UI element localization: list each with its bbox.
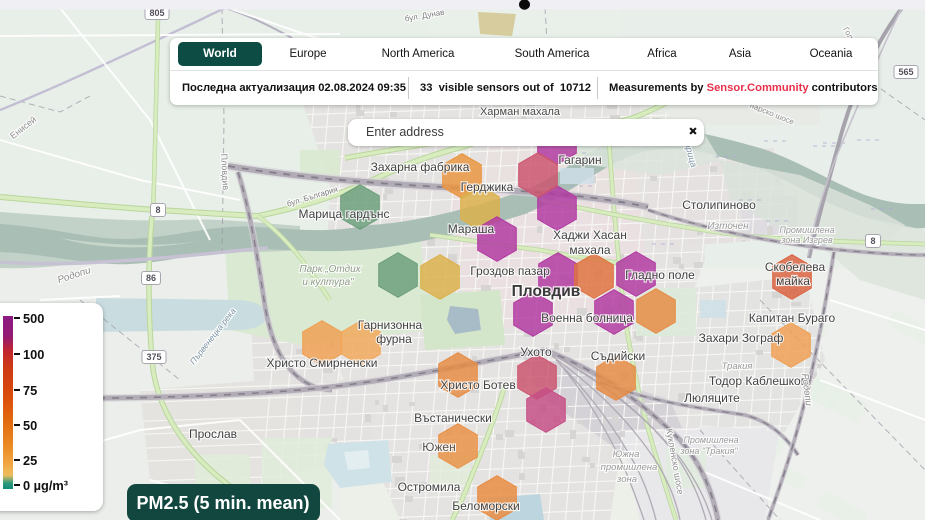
- svg-text:565: 565: [898, 67, 913, 77]
- svg-text:Герджика: Герджика: [461, 180, 514, 194]
- svg-text:Захари Зограф: Захари Зограф: [699, 331, 784, 345]
- svg-text:Христо Ботев: Христо Ботев: [440, 378, 515, 392]
- svg-text:86: 86: [146, 273, 156, 283]
- svg-text:Съдийски: Съдийски: [591, 349, 646, 363]
- svg-text:Столипиново: Столипиново: [682, 198, 756, 212]
- svg-text:Родопи: Родопи: [799, 373, 814, 407]
- svg-text:Парк „Отдих: Парк „Отдих: [299, 264, 361, 275]
- svg-text:Ухото: Ухото: [520, 345, 552, 359]
- svg-text:Люляците: Люляците: [684, 391, 740, 405]
- svg-text:Мараша: Мараша: [448, 222, 495, 236]
- svg-text:Христо Смирненски: Христо Смирненски: [267, 356, 378, 370]
- svg-text:Южен: Южен: [422, 440, 455, 454]
- svg-text:Гладно поле: Гладно поле: [625, 268, 695, 282]
- svg-text:Беломорски: Беломорски: [452, 499, 520, 513]
- svg-text:Гроздов пазар: Гроздов пазар: [470, 264, 550, 278]
- svg-text:Остромила: Остромила: [398, 480, 461, 494]
- svg-text:375: 375: [146, 352, 161, 362]
- svg-text:Капитан Бураго: Капитан Бураго: [749, 311, 836, 325]
- svg-text:Източен: Източен: [707, 221, 749, 232]
- svg-text:Промишлена: Промишлена: [779, 225, 834, 235]
- svg-text:8: 8: [155, 205, 160, 215]
- svg-text:Харман махала: Харман махала: [480, 106, 561, 118]
- svg-text:8: 8: [870, 236, 875, 246]
- svg-text:Тракия: Тракия: [722, 361, 753, 372]
- svg-text:махала: махала: [569, 243, 610, 257]
- svg-text:Скобелева: Скобелева: [765, 260, 826, 274]
- svg-text:Тодор Каблешков: Тодор Каблешков: [709, 374, 807, 388]
- svg-text:Южна: Южна: [613, 449, 640, 460]
- svg-text:Марица гардънс: Марица гардънс: [298, 207, 389, 221]
- svg-text:Военна болница: Военна болница: [541, 311, 633, 325]
- svg-text:Захарна фабрика: Захарна фабрика: [371, 160, 470, 174]
- svg-text:Въстанически: Въстанически: [414, 411, 492, 425]
- svg-text:зона: зона: [616, 474, 637, 485]
- svg-text:зона Изгрев: зона Изгрев: [780, 235, 833, 245]
- svg-text:и култура": и култура": [302, 277, 354, 288]
- svg-text:зона "Тракия": зона "Тракия": [679, 446, 738, 456]
- svg-text:Промишлена: Промишлена: [683, 435, 738, 445]
- svg-text:Гарнизонна: Гарнизонна: [358, 318, 423, 332]
- svg-text:Пловдив: Пловдив: [219, 153, 231, 190]
- svg-text:фурна: фурна: [376, 332, 412, 346]
- svg-text:Прослав: Прослав: [189, 427, 237, 441]
- svg-text:майка: майка: [776, 274, 810, 288]
- svg-text:Гагарин: Гагарин: [558, 153, 601, 167]
- svg-text:Хаджи Хасан: Хаджи Хасан: [553, 228, 627, 242]
- svg-text:промишлена: промишлена: [601, 462, 658, 473]
- svg-text:805: 805: [149, 8, 164, 18]
- svg-text:Пловдив: Пловдив: [512, 283, 581, 300]
